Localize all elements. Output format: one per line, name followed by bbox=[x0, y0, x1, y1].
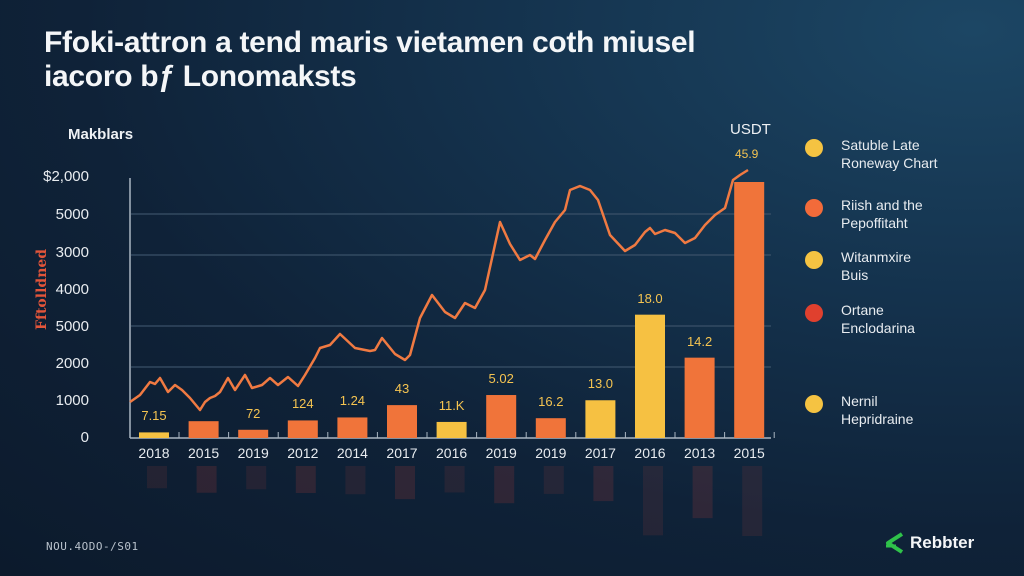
brand-logo: Rebbter bbox=[882, 532, 974, 554]
legend-label: Nernil bbox=[841, 393, 878, 409]
bar-value-label: 72 bbox=[245, 405, 261, 421]
y-axis-top-label: Makblars bbox=[68, 126, 134, 143]
y-tick: 5000 bbox=[55, 206, 89, 223]
bar-value-label: 14.2 bbox=[686, 333, 713, 349]
bar-value-label: 5.02 bbox=[488, 371, 514, 387]
x-tick-label: 2019 bbox=[237, 445, 269, 461]
title-line-2: iacoro bƒ Lonomaksts bbox=[44, 60, 357, 93]
legend-label: Buis bbox=[841, 267, 869, 283]
x-tick-label: 2018 bbox=[138, 445, 170, 461]
x-tick-label: 2013 bbox=[684, 445, 716, 461]
legend-dot-icon bbox=[805, 395, 823, 413]
bar bbox=[139, 432, 169, 438]
bar bbox=[188, 421, 219, 438]
bar bbox=[486, 395, 517, 438]
x-tick-label: 2017 bbox=[386, 445, 418, 461]
bar-reflection bbox=[147, 466, 763, 536]
bar bbox=[734, 182, 765, 438]
bar-value-label: 124 bbox=[291, 396, 314, 412]
bar-value-label: 1.24 bbox=[339, 393, 366, 409]
legend-label: Enclodarina bbox=[841, 320, 915, 336]
bar-value-label: 13.0 bbox=[587, 376, 614, 392]
y-tick: 2000 bbox=[55, 355, 89, 372]
bar bbox=[287, 420, 318, 438]
brand-arrow-icon bbox=[886, 532, 904, 554]
bar bbox=[635, 314, 665, 438]
legend-label: Pepoffitaht bbox=[841, 215, 908, 231]
bar-value-label: 18.0 bbox=[637, 290, 663, 306]
legend-label: Ortane bbox=[841, 302, 884, 318]
x-tick-label: 2019 bbox=[485, 445, 517, 461]
x-tick-label: 2015 bbox=[733, 445, 765, 461]
bar bbox=[684, 357, 715, 438]
legend-label: Hepridraine bbox=[841, 411, 914, 427]
brand-name: Rebbter bbox=[910, 533, 975, 552]
bar-value-label: 11.K bbox=[438, 397, 465, 413]
bar bbox=[585, 400, 616, 438]
unit-label: USDT bbox=[730, 121, 771, 138]
bar bbox=[535, 418, 566, 438]
footer-code: NOU.4ODO-/S01 bbox=[46, 540, 139, 553]
chart-title: Ffoki-attron a tend maris vietamen coth … bbox=[44, 26, 744, 94]
x-tick-label: 2016 bbox=[634, 445, 666, 461]
legend-dot-icon bbox=[805, 199, 823, 217]
peak-value-label: 45.9 bbox=[735, 147, 759, 161]
y-tick: 3000 bbox=[55, 244, 89, 261]
legend-dot-icon bbox=[805, 139, 823, 157]
bar-value-label: 16.2 bbox=[538, 394, 564, 410]
y-tick: $2,000 bbox=[43, 168, 89, 185]
x-tick-label: 2012 bbox=[287, 445, 319, 461]
x-tick-label: 2019 bbox=[535, 445, 567, 461]
bar-value-label: 43 bbox=[394, 381, 410, 397]
bar-value-label: 7.15 bbox=[141, 408, 167, 424]
bar bbox=[238, 429, 269, 438]
y-tick: 0 bbox=[80, 429, 89, 446]
x-axis-ticks bbox=[178, 432, 775, 438]
legend-dot-icon bbox=[805, 304, 823, 322]
bar bbox=[387, 405, 417, 438]
y-tick: 1000 bbox=[55, 392, 89, 409]
legend-label: Riish and the bbox=[841, 197, 923, 213]
legend-label: Witanmxire bbox=[841, 249, 912, 265]
x-tick-label: 2015 bbox=[188, 445, 220, 461]
title-line-1: Ffoki-attron a tend maris vietamen coth … bbox=[44, 26, 696, 59]
legend-label: Satuble Late bbox=[841, 137, 920, 153]
legend-dot-icon bbox=[805, 251, 823, 269]
bars bbox=[139, 182, 765, 438]
y-tick: 4000 bbox=[55, 281, 89, 298]
legend-label: Roneway Chart bbox=[841, 155, 938, 171]
x-tick-label: 2016 bbox=[436, 445, 468, 461]
bar bbox=[436, 421, 467, 438]
trend-line bbox=[129, 168, 749, 412]
x-tick-label: 2017 bbox=[584, 445, 616, 461]
bar bbox=[337, 417, 368, 438]
x-tick-label: 2014 bbox=[336, 445, 368, 461]
y-tick: 5000 bbox=[55, 318, 89, 335]
